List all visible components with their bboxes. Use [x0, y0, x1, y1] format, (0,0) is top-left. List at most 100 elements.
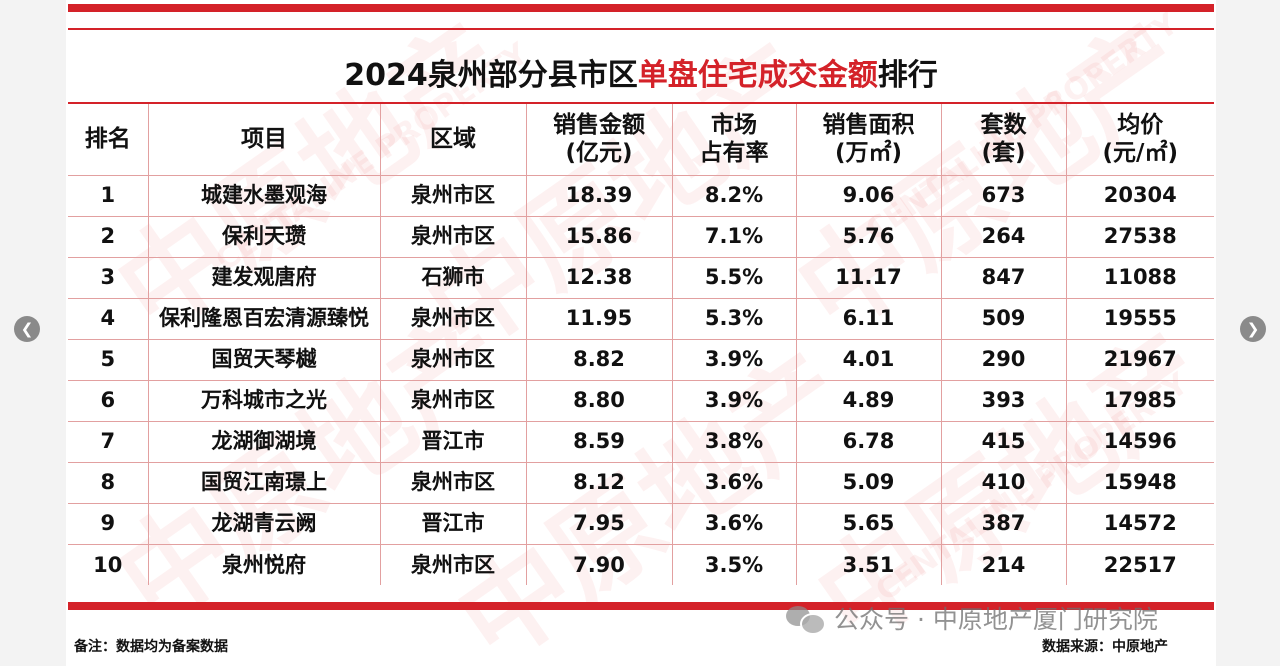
cell-rank: 3 [68, 256, 149, 299]
cell-avg-price: 21967 [1065, 338, 1214, 381]
cell-rank: 9 [68, 502, 149, 545]
cell-market-share: 3.8% [671, 420, 797, 463]
header-market-share: 市场 占有率 [671, 102, 797, 176]
header-rank: 排名 [68, 102, 149, 176]
table-row: 3 建发观唐府 石狮市 12.38 5.5% 11.17 847 11088 [68, 256, 1214, 299]
cell-region: 泉州市区 [379, 379, 527, 422]
wechat-icon [786, 604, 826, 635]
cell-avg-price: 15948 [1065, 461, 1214, 504]
cell-avg-price: 14572 [1065, 502, 1214, 545]
table-header-row: 排名 项目 区域 销售金额 (亿元) 市场 占有率 销售面积 (万㎡) 套数 (… [68, 102, 1214, 176]
table-row: 4 保利隆恩百宏清源臻悦 泉州市区 11.95 5.3% 6.11 509 19… [68, 297, 1214, 340]
cell-project: 国贸江南璟上 [147, 461, 381, 504]
cell-market-share: 3.5% [671, 543, 797, 585]
cell-units: 290 [940, 338, 1067, 381]
table-row: 2 保利天瓒 泉州市区 15.86 7.1% 5.76 264 27538 [68, 215, 1214, 258]
cell-sales-area: 3.51 [795, 543, 942, 585]
cell-units: 393 [940, 379, 1067, 422]
cell-avg-price: 14596 [1065, 420, 1214, 463]
header-project: 项目 [147, 102, 381, 176]
cell-sales-amount: 18.39 [525, 174, 673, 217]
next-image-button[interactable]: ❯ [1240, 316, 1266, 342]
cell-units: 264 [940, 215, 1067, 258]
cell-project: 保利隆恩百宏清源臻悦 [147, 297, 381, 340]
ranking-table: 排名 项目 区域 销售金额 (亿元) 市场 占有率 销售面积 (万㎡) 套数 (… [68, 102, 1214, 585]
cell-rank: 4 [68, 297, 149, 340]
cell-project: 保利天瓒 [147, 215, 381, 258]
cell-rank: 5 [68, 338, 149, 381]
cell-rank: 8 [68, 461, 149, 504]
prev-image-button[interactable]: ❮ [14, 316, 40, 342]
cell-sales-amount: 8.59 [525, 420, 673, 463]
cell-sales-amount: 8.82 [525, 338, 673, 381]
cell-market-share: 5.5% [671, 256, 797, 299]
cell-sales-amount: 8.12 [525, 461, 673, 504]
cell-units: 410 [940, 461, 1067, 504]
cell-sales-area: 4.89 [795, 379, 942, 422]
cell-sales-amount: 15.86 [525, 215, 673, 258]
footnote: 备注：数据均为备案数据 [74, 639, 228, 655]
cell-project: 万科城市之光 [147, 379, 381, 422]
cell-units: 387 [940, 502, 1067, 545]
cell-region: 泉州市区 [379, 215, 527, 258]
cell-rank: 7 [68, 420, 149, 463]
data-source: 数据来源：中原地产 [1042, 639, 1168, 655]
title-suffix: 排行 [877, 58, 938, 93]
top-accent-line [68, 28, 1214, 30]
cell-rank: 2 [68, 215, 149, 258]
cell-sales-area: 6.11 [795, 297, 942, 340]
cell-units: 415 [940, 420, 1067, 463]
cell-market-share: 8.2% [671, 174, 797, 217]
cell-avg-price: 17985 [1065, 379, 1214, 422]
cell-region: 晋江市 [379, 502, 527, 545]
cell-avg-price: 27538 [1065, 215, 1214, 258]
cell-project: 泉州悦府 [147, 543, 381, 585]
cell-market-share: 7.1% [671, 215, 797, 258]
table-row: 10 泉州悦府 泉州市区 7.90 3.5% 3.51 214 22517 [68, 543, 1214, 585]
cell-sales-amount: 7.95 [525, 502, 673, 545]
cell-sales-area: 4.01 [795, 338, 942, 381]
table-row: 8 国贸江南璟上 泉州市区 8.12 3.6% 5.09 410 15948 [68, 461, 1214, 504]
report-sheet: 中原地产 中原地产 中原地产 中原地产 中原地产 中原地产 CENTALINE … [66, 0, 1216, 666]
cell-sales-area: 5.76 [795, 215, 942, 258]
cell-market-share: 3.9% [671, 338, 797, 381]
header-units: 套数 (套) [940, 102, 1067, 176]
cell-region: 泉州市区 [379, 543, 527, 585]
cell-sales-area: 9.06 [795, 174, 942, 217]
cell-sales-amount: 7.90 [525, 543, 673, 585]
title-highlight: 单盘住宅成交金额 [637, 58, 878, 93]
cell-market-share: 5.3% [671, 297, 797, 340]
table-row: 9 龙湖青云阙 晋江市 7.95 3.6% 5.65 387 14572 [68, 502, 1214, 545]
table-row: 5 国贸天琴樾 泉州市区 8.82 3.9% 4.01 290 21967 [68, 338, 1214, 381]
cell-units: 673 [940, 174, 1067, 217]
cell-sales-amount: 12.38 [525, 256, 673, 299]
cell-sales-amount: 11.95 [525, 297, 673, 340]
cell-sales-amount: 8.80 [525, 379, 673, 422]
cell-sales-area: 6.78 [795, 420, 942, 463]
cell-project: 城建水墨观海 [147, 174, 381, 217]
header-sales-area: 销售面积 (万㎡) [795, 102, 942, 176]
cell-region: 晋江市 [379, 420, 527, 463]
cell-project: 建发观唐府 [147, 256, 381, 299]
table-row: 1 城建水墨观海 泉州市区 18.39 8.2% 9.06 673 20304 [68, 174, 1214, 217]
table-row: 6 万科城市之光 泉州市区 8.80 3.9% 4.89 393 17985 [68, 379, 1214, 422]
cell-region: 石狮市 [379, 256, 527, 299]
cell-rank: 6 [68, 379, 149, 422]
account-watermark-text: 公众号 · 中原地产厦门研究院 [834, 605, 1158, 634]
cell-market-share: 3.6% [671, 461, 797, 504]
top-accent-bar [68, 4, 1214, 12]
account-watermark: 公众号 · 中原地产厦门研究院 [786, 598, 1158, 638]
title-prefix: 2024泉州部分县市区 [344, 58, 638, 93]
table-row: 7 龙湖御湖境 晋江市 8.59 3.8% 6.78 415 14596 [68, 420, 1214, 463]
cell-market-share: 3.6% [671, 502, 797, 545]
cell-rank: 10 [68, 543, 149, 585]
cell-region: 泉州市区 [379, 338, 527, 381]
cell-avg-price: 19555 [1065, 297, 1214, 340]
cell-units: 847 [940, 256, 1067, 299]
cell-avg-price: 11088 [1065, 256, 1214, 299]
cell-units: 214 [940, 543, 1067, 585]
header-avg-price: 均价 (元/㎡) [1065, 102, 1214, 176]
cell-rank: 1 [68, 174, 149, 217]
cell-project: 龙湖青云阙 [147, 502, 381, 545]
header-region: 区域 [379, 102, 527, 176]
